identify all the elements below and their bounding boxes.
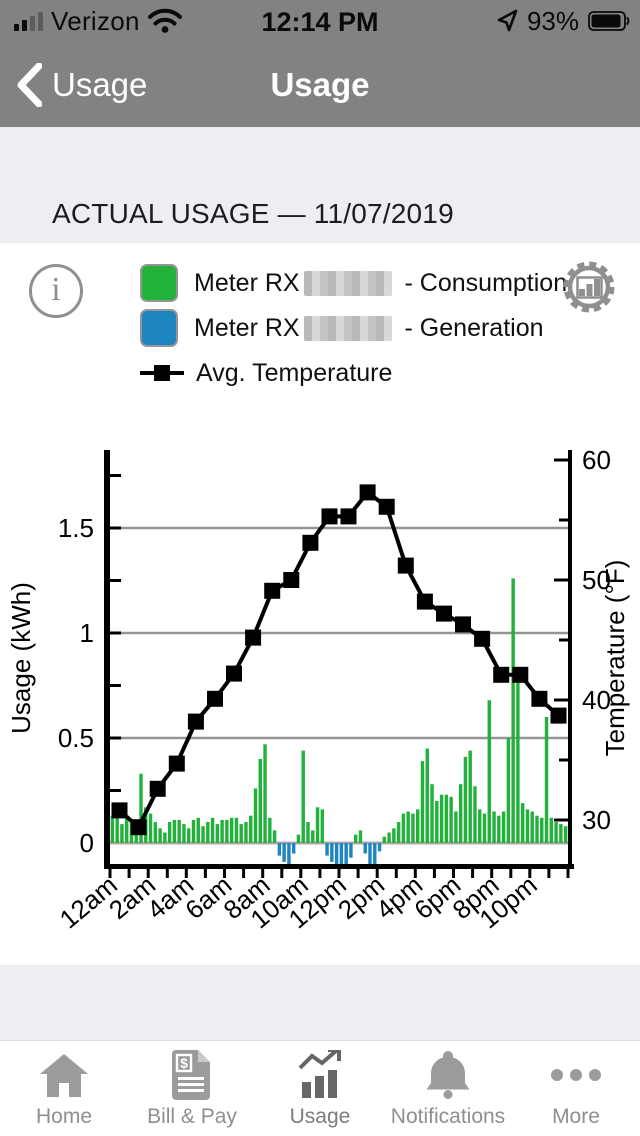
svg-text:$: $ xyxy=(180,1055,188,1071)
svg-text:0.5: 0.5 xyxy=(58,723,94,753)
gear-chart-icon xyxy=(563,261,615,313)
svg-text:1: 1 xyxy=(80,618,94,648)
nav-bar: Usage Usage xyxy=(0,42,640,127)
battery-percent-label: 93% xyxy=(526,5,579,36)
usage-chart-icon xyxy=(294,1049,346,1101)
consumption-swatch xyxy=(140,264,178,302)
tab-usage[interactable]: Usage xyxy=(256,1041,384,1136)
generation-swatch xyxy=(140,309,178,347)
status-bar: Verizon 12:14 PM 93% xyxy=(0,0,640,42)
svg-text:Temperature (°F): Temperature (°F) xyxy=(600,560,630,757)
tab-notifications[interactable]: Notifications xyxy=(384,1041,512,1136)
redacted-meter-id xyxy=(303,315,392,341)
svg-text:40: 40 xyxy=(582,685,611,715)
tab-usage-label: Usage xyxy=(289,1105,351,1128)
info-icon: i xyxy=(51,271,61,308)
legend-area: i Meter RX - Consumption Meter RX - Gene… xyxy=(0,243,640,400)
lower-band xyxy=(0,965,640,1040)
carrier-label: Verizon xyxy=(51,5,140,36)
svg-text:60: 60 xyxy=(582,445,611,475)
back-button-label: Usage xyxy=(52,65,148,103)
svg-text:30: 30 xyxy=(582,805,611,835)
battery-icon xyxy=(588,11,630,31)
tab-bill-pay-label: Bill & Pay xyxy=(147,1105,237,1128)
legend-item-generation: Meter RX - Generation xyxy=(140,306,567,350)
page-title: Usage xyxy=(270,65,370,103)
legend-generation-prefix: Meter RX xyxy=(194,313,300,342)
svg-text:Usage (kWh): Usage (kWh) xyxy=(6,582,36,734)
tab-bill-pay[interactable]: $ Bill & Pay xyxy=(128,1041,256,1136)
top-chrome: Verizon 12:14 PM 93% xyxy=(0,0,640,127)
chart-settings-button[interactable] xyxy=(560,258,618,316)
section-heading: ACTUAL USAGE — 11/07/2019 xyxy=(52,198,454,229)
wifi-icon xyxy=(147,8,182,34)
back-chevron-icon xyxy=(17,62,42,107)
tab-home-label: Home xyxy=(35,1105,93,1128)
redacted-meter-id xyxy=(303,270,392,296)
tab-home[interactable]: Home xyxy=(0,1041,128,1136)
clock: 12:14 PM xyxy=(261,7,379,37)
legend-item-temperature: Avg. Temperature xyxy=(140,351,567,395)
svg-text:0: 0 xyxy=(80,828,94,858)
temperature-line-marker-icon xyxy=(140,356,184,390)
tab-notifications-label: Notifications xyxy=(390,1105,506,1128)
legend-temperature-label: Avg. Temperature xyxy=(196,358,393,387)
legend-item-consumption: Meter RX - Consumption xyxy=(140,261,567,305)
tab-more-label: More xyxy=(552,1105,600,1128)
legend-generation-suffix: - Generation xyxy=(397,313,544,342)
info-button[interactable]: i xyxy=(29,264,83,318)
bill-pay-icon: $ xyxy=(172,1049,212,1101)
home-icon xyxy=(38,1049,90,1101)
signal-strength-icon xyxy=(14,11,43,31)
legend-consumption-prefix: Meter RX xyxy=(194,268,300,297)
bell-icon xyxy=(424,1049,472,1101)
section-heading-band: ACTUAL USAGE — 11/07/2019 xyxy=(0,127,640,243)
svg-text:1.5: 1.5 xyxy=(58,513,94,543)
tab-bar: Home $ Bill & Pay xyxy=(0,1040,640,1136)
tab-more[interactable]: More xyxy=(512,1041,640,1136)
usage-temperature-chart[interactable]: 00.511.53040506012am2am4am6am8am10am12pm… xyxy=(0,400,640,945)
location-arrow-icon xyxy=(496,9,518,33)
svg-text:50: 50 xyxy=(582,565,611,595)
back-button[interactable]: Usage xyxy=(16,42,147,127)
more-dots-icon xyxy=(550,1049,602,1101)
legend-consumption-suffix: - Consumption xyxy=(397,268,568,297)
